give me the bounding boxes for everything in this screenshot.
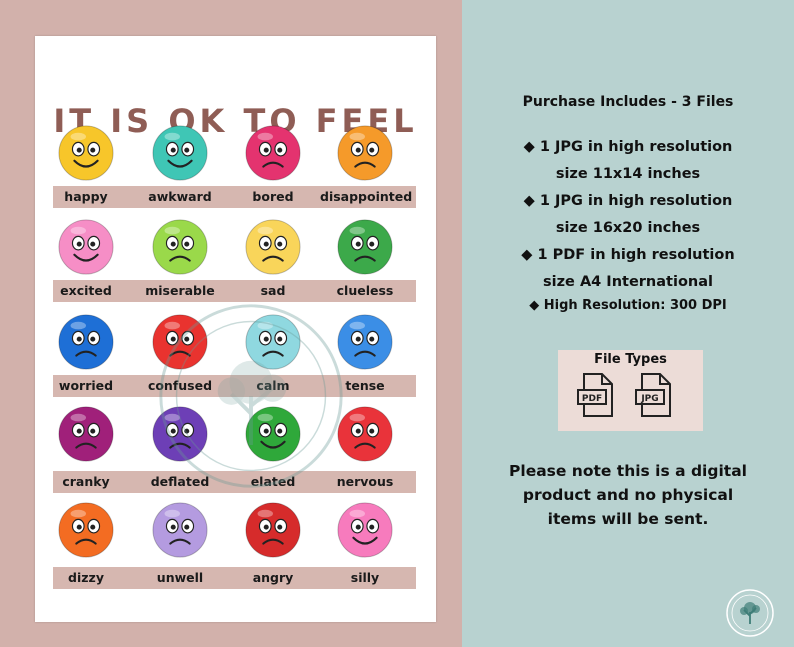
emotion-label: angry [252,570,294,585]
silly-face-icon [337,502,393,558]
info-item: size A4 International [543,274,713,290]
emotion-face [135,313,225,371]
pdf-file-icon: PDF [577,373,613,417]
deflated-face-icon [152,406,208,462]
info-item: ◆ High Resolution: 300 DPI [529,298,727,313]
emotion-face [320,405,410,463]
emotion-label: worried [58,378,114,393]
emotion-face [320,218,410,276]
emotion-face [41,124,131,182]
watermark-tree-icon [159,304,343,488]
emotion-face [228,313,318,371]
emotion-label: nervous [336,474,394,489]
sad-face-icon [245,219,301,275]
dizzy-face-icon [58,502,114,558]
note-line: product and no physical [522,486,734,504]
info-item: ◆ 1 JPG in high resolution [523,193,733,209]
emotion-label: unwell [156,570,204,585]
emotion-face [320,313,410,371]
info-panel: Purchase Includes - 3 Files ◆ 1 JPG in h… [462,0,794,647]
info-item: ◆ 1 PDF in high resolution [521,247,735,263]
happy-face-icon [58,125,114,181]
info-heading: Purchase Includes - 3 Files [522,94,734,110]
calm-face-icon [245,314,301,370]
brand-logo-icon [726,589,774,637]
emotion-label: miserable [145,283,215,298]
elated-face-icon [245,406,301,462]
label-band [53,567,416,589]
emotion-face [228,124,318,182]
miserable-face-icon [152,219,208,275]
note-line: Please note this is a digital [509,462,747,480]
emotion-label: deflated [150,474,210,489]
emotion-label: excited [60,283,112,298]
emotion-face [228,501,318,559]
info-item: size 11x14 inches [555,166,701,182]
emotion-face [41,501,131,559]
tense-face-icon [337,314,393,370]
label-band [53,186,416,208]
emotion-face [135,501,225,559]
emotion-face [135,405,225,463]
emotion-face [41,313,131,371]
nervous-face-icon [337,406,393,462]
emotion-label: dizzy [68,570,104,585]
emotion-label: cranky [62,474,110,489]
cranky-face-icon [58,406,114,462]
note-line: items will be sent. [547,510,709,528]
jpg-file-icon: JPG [635,373,671,417]
emotion-label: silly [350,570,380,585]
info-item: size 16x20 inches [555,220,701,236]
clueless-face-icon [337,219,393,275]
emotion-face [320,124,410,182]
poster: IT IS OK TO FEEL happy awkward bored disapp… [35,36,436,622]
confused-face-icon [152,314,208,370]
unwell-face-icon [152,502,208,558]
excited-face-icon [58,219,114,275]
emotion-label: awkward [148,189,212,204]
file-types-box: File Types PDF JPG [558,350,703,431]
emotion-face [41,405,131,463]
label-band [53,280,416,302]
disappointed-face-icon [337,125,393,181]
label-band [53,375,416,397]
emotion-face [228,405,318,463]
emotion-label: clueless [336,283,394,298]
emotion-face [135,218,225,276]
emotion-label: elated [250,474,296,489]
file-types-title: File Types [594,352,667,367]
emotion-label: bored [252,189,294,204]
emotion-face [41,218,131,276]
emotion-label: sad [260,283,286,298]
emotion-label: disappointed [320,189,413,204]
emotion-face [228,218,318,276]
pdf-file-label: PDF [582,394,602,404]
label-band [53,471,416,493]
emotion-label: happy [64,189,108,204]
awkward-face-icon [152,125,208,181]
emotion-label: tense [345,378,385,393]
emotion-face [320,501,410,559]
info-item: ◆ 1 JPG in high resolution [523,139,733,155]
emotion-face [135,124,225,182]
worried-face-icon [58,314,114,370]
jpg-file-label: JPG [640,394,658,404]
emotion-label: confused [147,378,213,393]
emotion-label: calm [228,378,318,393]
bored-face-icon [245,125,301,181]
angry-face-icon [245,502,301,558]
